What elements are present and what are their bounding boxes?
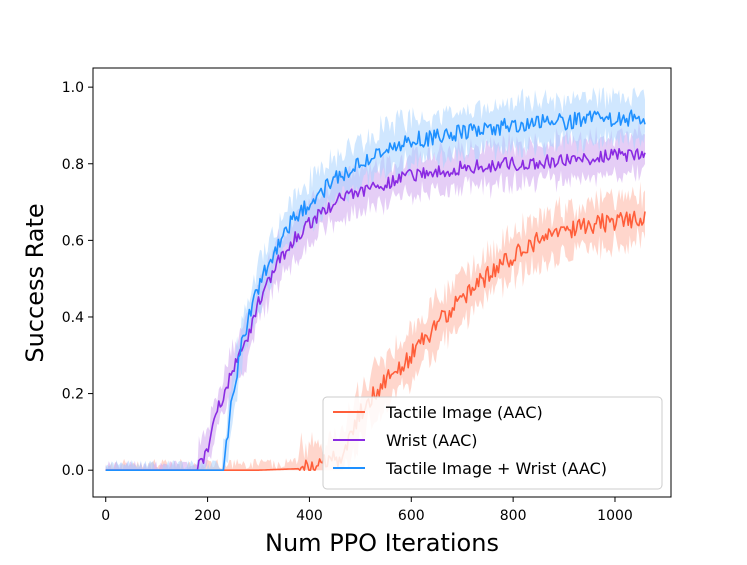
- legend-label-tactile-image: Tactile Image (AAC): [385, 403, 543, 422]
- y-axis-ticks: 0.0 0.2 0.4 0.6 0.8 1.0: [62, 80, 93, 479]
- x-tick-label: 600: [398, 508, 425, 524]
- plot-frame: [92, 67, 672, 498]
- series-line-tactile-image-wrist: [105, 109, 646, 471]
- band-tactile-image-wrist: [105, 87, 645, 471]
- band-wrist: [105, 121, 645, 471]
- x-tick-label: 200: [194, 508, 221, 524]
- series-bands: [105, 87, 645, 471]
- x-axis-ticks: 0 200 400 600 800 1000: [101, 497, 633, 524]
- y-tick-label: 0.8: [62, 157, 84, 173]
- y-tick-label: 0.0: [62, 463, 84, 479]
- y-tick-label: 1.0: [62, 80, 84, 96]
- y-tick-label: 0.4: [62, 310, 84, 326]
- x-tick-label: 800: [500, 508, 527, 524]
- y-tick-label: 0.6: [62, 233, 84, 249]
- legend-box: [322, 396, 663, 490]
- y-tick-label: 0.2: [62, 387, 84, 403]
- x-tick-label: 0: [101, 508, 110, 524]
- x-tick-label: 1000: [597, 508, 633, 524]
- x-axis-label: Num PPO Iterations: [265, 529, 499, 557]
- legend: Tactile Image (AAC) Wrist (AAC) Tactile …: [322, 396, 663, 490]
- y-axis-label: Success Rate: [21, 203, 49, 362]
- legend-label-wrist: Wrist (AAC): [386, 431, 478, 450]
- legend-label-tactile-image-wrist: Tactile Image + Wrist (AAC): [385, 459, 607, 478]
- x-tick-label: 400: [296, 508, 323, 524]
- band-tactile-image: [105, 181, 645, 471]
